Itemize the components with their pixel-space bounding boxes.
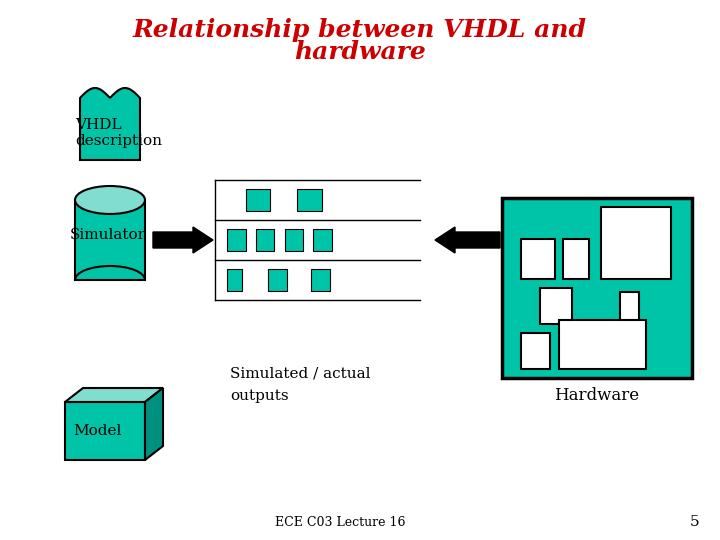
Bar [559,320,647,369]
Bar [284,229,303,251]
Text: Relationship between VHDL and: Relationship between VHDL and [133,18,587,42]
Polygon shape [65,388,163,402]
Bar [228,229,246,251]
Bar [311,269,330,291]
Bar [75,200,145,280]
FancyArrow shape [153,227,213,253]
Bar [502,198,692,378]
Bar [620,292,639,324]
FancyArrow shape [435,227,500,253]
Text: Simulator: Simulator [70,228,146,242]
Bar [269,269,287,291]
Text: Simulated / actual
outputs: Simulated / actual outputs [230,367,371,403]
Text: hardware: hardware [294,40,426,64]
Bar [256,229,274,251]
Polygon shape [80,88,140,160]
Text: Hardware: Hardware [554,388,639,404]
Text: ECE C03 Lecture 16: ECE C03 Lecture 16 [275,516,405,529]
Polygon shape [145,388,163,460]
Text: VHDL
description: VHDL description [75,118,162,148]
Bar [540,288,572,324]
Bar [313,229,332,251]
Bar [65,402,145,460]
Bar [297,189,322,211]
Text: Model: Model [73,424,122,438]
Bar [563,239,590,279]
Text: 5: 5 [690,515,700,529]
Bar [521,239,555,279]
Bar [228,269,242,291]
Bar [521,333,549,369]
Ellipse shape [75,186,145,214]
Bar [600,207,671,279]
Bar [246,189,270,211]
